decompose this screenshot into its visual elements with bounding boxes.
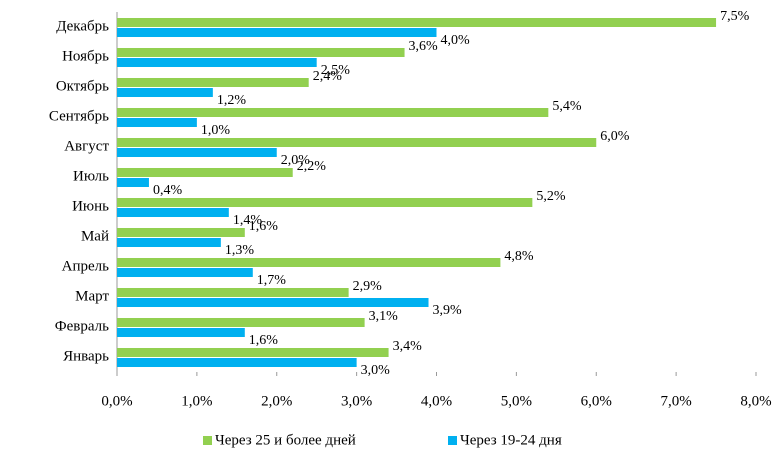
x-tick-label: 8,0% (740, 393, 771, 409)
y-tick-label: Ноябрь (62, 48, 109, 64)
bar (117, 148, 277, 157)
value-label: 2,4% (313, 69, 343, 84)
y-tick-label: Октябрь (56, 78, 109, 94)
y-tick-label: Сентябрь (49, 108, 109, 124)
bar (117, 58, 317, 67)
x-tick-label: 3,0% (341, 393, 372, 409)
value-label: 5,4% (552, 99, 582, 114)
bar (117, 28, 437, 37)
y-tick-label: Декабрь (56, 18, 109, 34)
bar (117, 208, 229, 217)
bar (117, 238, 221, 247)
value-label: 5,2% (536, 189, 566, 204)
value-label: 3,1% (369, 309, 399, 324)
legend-label: Через 25 и более дней (215, 432, 356, 448)
value-label: 1,6% (249, 333, 278, 348)
bar (117, 78, 309, 87)
legend-swatch (203, 436, 212, 445)
value-label: 2,2% (297, 159, 327, 174)
legend-label: Через 19-24 дня (460, 432, 562, 448)
x-tick-label: 1,0% (181, 393, 212, 409)
value-label: 1,6% (249, 219, 278, 234)
value-label: 3,4% (393, 339, 423, 354)
value-label: 1,2% (217, 93, 247, 108)
bar (117, 138, 597, 147)
legend-swatch (448, 436, 457, 445)
value-label: 2,0% (281, 153, 311, 168)
y-tick-label: Август (64, 138, 109, 154)
value-label: 1,7% (257, 273, 287, 288)
bar (117, 328, 245, 337)
x-tick-label: 4,0% (421, 393, 452, 409)
value-label: 3,0% (361, 363, 391, 378)
value-label: 1,4% (233, 213, 263, 228)
bar (117, 118, 197, 127)
y-tick-label: Май (81, 228, 109, 244)
value-label: 0,4% (153, 183, 183, 198)
value-label: 3,9% (433, 303, 463, 318)
bar (117, 348, 389, 357)
x-tick-label: 5,0% (501, 393, 532, 409)
bar (117, 268, 253, 277)
bar (117, 108, 549, 117)
value-label: 2,9% (353, 279, 383, 294)
value-label: 1,0% (201, 123, 231, 138)
bar (117, 178, 149, 187)
x-tick-label: 0,0% (101, 393, 132, 409)
y-tick-label: Январь (63, 348, 109, 364)
y-tick-label: Март (75, 288, 109, 304)
bar (117, 358, 357, 367)
value-label: 4,0% (441, 33, 471, 48)
value-label: 4,8% (504, 249, 534, 264)
value-label: 6,0% (600, 129, 630, 144)
bar (117, 88, 213, 97)
bar (117, 318, 365, 327)
bar (117, 48, 405, 57)
bar (117, 298, 429, 307)
y-tick-label: Февраль (55, 318, 109, 334)
x-tick-label: 6,0% (581, 393, 612, 409)
value-label: 7,5% (720, 9, 750, 24)
bar (117, 18, 717, 27)
value-label: 3,6% (409, 39, 439, 54)
x-tick-label: 7,0% (661, 393, 692, 409)
value-label: 2,5% (321, 63, 351, 78)
bar (117, 288, 349, 297)
bar (117, 168, 293, 177)
y-tick-label: Апрель (62, 258, 110, 274)
value-label: 1,3% (225, 243, 255, 258)
bar (117, 228, 245, 237)
x-tick-label: 2,0% (261, 393, 292, 409)
y-tick-label: Июль (73, 168, 109, 184)
bar (117, 198, 533, 207)
y-tick-label: Июнь (72, 198, 109, 214)
bar (117, 258, 501, 267)
